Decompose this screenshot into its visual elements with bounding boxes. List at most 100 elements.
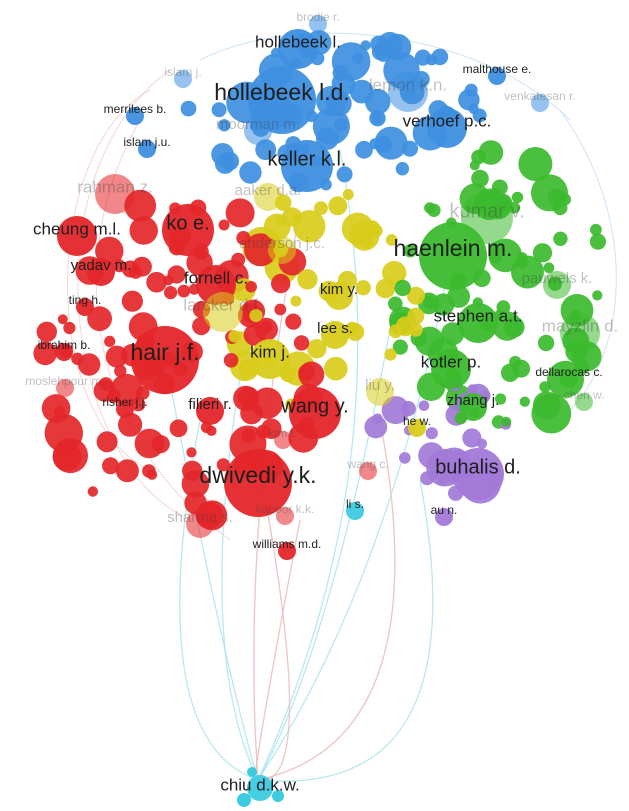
node-label-hollebeek-ld[interactable]: hollebeek l.d. bbox=[214, 79, 350, 105]
node-label-dellarocas[interactable]: dellarocas c. bbox=[535, 365, 602, 379]
node-label-buhalis[interactable]: buhalis d. bbox=[435, 456, 521, 478]
node-bubble-brodie[interactable] bbox=[309, 15, 327, 33]
node-bubble-chen-w[interactable] bbox=[575, 393, 593, 411]
node-bubble-ko[interactable] bbox=[162, 204, 214, 256]
node-label-lemon[interactable]: lemon k.n. bbox=[369, 75, 447, 94]
node-bubble-hair[interactable] bbox=[131, 326, 199, 394]
node-bubble-islam-j[interactable] bbox=[174, 70, 192, 88]
node-label-rahman[interactable]: rahman z. bbox=[77, 177, 153, 196]
node-bubble-filieri[interactable] bbox=[196, 397, 224, 425]
node-label-kapoor[interactable]: kapoor k.k. bbox=[256, 502, 315, 516]
node-bubble-larcker[interactable] bbox=[203, 292, 243, 332]
node-bubble-moslehpour[interactable] bbox=[56, 379, 74, 397]
node-label-chiu[interactable]: chiu d.k.w. bbox=[220, 775, 299, 794]
node-label-verhoef[interactable]: verhoef p.c. bbox=[403, 111, 492, 130]
node-bubble-haenlein[interactable] bbox=[419, 222, 487, 290]
node-bubble-kim-j[interactable] bbox=[250, 339, 290, 379]
node-label-larcker[interactable]: larcker d.f. bbox=[183, 295, 262, 314]
node-label-lee-s[interactable]: lee s. bbox=[317, 320, 353, 337]
node-bubble-wang-c[interactable] bbox=[359, 462, 377, 480]
node-bubble-hollebeek-l[interactable] bbox=[278, 29, 318, 69]
node-bubble-wang-y[interactable] bbox=[289, 387, 341, 439]
node-bubble-ibrahim[interactable] bbox=[55, 343, 73, 361]
node-bubble-anderson[interactable] bbox=[268, 236, 296, 264]
node-bubble-dellarocas[interactable] bbox=[560, 370, 578, 388]
node-label-kim-t[interactable]: kim t. bbox=[269, 426, 298, 440]
node-label-brodie[interactable]: brodie r. bbox=[296, 10, 339, 24]
node-label-venkatesan[interactable]: venkatesan r. bbox=[504, 89, 575, 103]
node-label-hollebeek-l[interactable]: hollebeek l. bbox=[255, 32, 341, 51]
node-label-chen-w[interactable]: chen w. bbox=[564, 388, 605, 402]
node-label-haenlein[interactable]: haenlein m. bbox=[394, 235, 513, 261]
node-label-aaker[interactable]: aaker d.a. bbox=[235, 182, 302, 199]
node-bubble-zhang-j[interactable] bbox=[459, 393, 487, 421]
node-bubble-verhoef[interactable] bbox=[427, 108, 467, 148]
node-label-malthouse[interactable]: malthouse e. bbox=[463, 62, 532, 76]
node-label-kim-y[interactable]: kim y. bbox=[320, 281, 358, 298]
node-bubble-kotler[interactable] bbox=[431, 349, 471, 389]
node-bubble-merrilees[interactable] bbox=[126, 107, 144, 125]
node-bubble-li-s[interactable] bbox=[346, 502, 364, 520]
node-label-yadav[interactable]: yadav m. bbox=[71, 257, 132, 274]
node-bubble-he-w[interactable] bbox=[408, 419, 426, 437]
node-bubble-rahman[interactable] bbox=[95, 174, 135, 214]
node-bubble-islam-ju[interactable] bbox=[138, 140, 156, 158]
node-label-wang-y[interactable]: wang y. bbox=[280, 395, 348, 417]
node-label-islam-j[interactable]: islam j. bbox=[164, 65, 201, 79]
node-label-keller[interactable]: keller k.l. bbox=[268, 148, 347, 170]
node-bubble-venkatesan[interactable] bbox=[531, 94, 549, 112]
node-bubble-malthouse[interactable] bbox=[488, 67, 506, 85]
node-label-hair[interactable]: hair j.f. bbox=[130, 339, 199, 365]
node-bubble-kapoor[interactable] bbox=[276, 507, 294, 525]
node-label-wang-c[interactable]: wang c. bbox=[346, 457, 388, 471]
node-label-dwivedi[interactable]: dwivedi y.k. bbox=[199, 462, 316, 488]
node-bubble-moorman[interactable] bbox=[244, 117, 272, 145]
node-bubble-lee-s[interactable] bbox=[321, 321, 349, 349]
node-label-mayzlin[interactable]: mayzlin d. bbox=[542, 316, 619, 335]
node-bubble-kim-y[interactable] bbox=[325, 282, 353, 310]
node-label-ting[interactable]: ting h. bbox=[69, 293, 102, 307]
node-bubble-liu-y[interactable] bbox=[366, 378, 394, 406]
node-bubble-buhalis[interactable] bbox=[452, 448, 504, 500]
node-label-zhang-j[interactable]: zhang j. bbox=[447, 392, 500, 409]
node-label-fornell[interactable]: fornell c. bbox=[184, 268, 248, 287]
node-label-cheung[interactable]: cheung m.l. bbox=[33, 219, 121, 238]
node-bubble-ting[interactable] bbox=[76, 298, 94, 316]
node-bubble-hollebeek-ld[interactable] bbox=[248, 66, 316, 134]
node-label-he-w[interactable]: he w. bbox=[403, 414, 431, 428]
node-bubble-mayzlin[interactable] bbox=[560, 313, 600, 353]
node-bubble-yadav[interactable] bbox=[87, 258, 115, 286]
node-label-li-s[interactable]: li s. bbox=[346, 497, 364, 511]
node-label-ko[interactable]: ko e. bbox=[166, 212, 209, 234]
node-label-kotler[interactable]: kotler p. bbox=[421, 352, 481, 371]
node-label-kumar[interactable]: kumar v. bbox=[449, 200, 524, 222]
node-bubble-stephen[interactable] bbox=[458, 303, 498, 343]
node-bubble-lemon[interactable] bbox=[388, 72, 428, 112]
node-bubble-kim-t[interactable] bbox=[274, 431, 292, 449]
node-bubble-risher[interactable] bbox=[116, 400, 134, 418]
node-label-williams[interactable]: williams m.d. bbox=[252, 537, 322, 551]
node-label-stephen[interactable]: stephen a.t. bbox=[434, 306, 523, 325]
node-bubble-au[interactable] bbox=[435, 508, 453, 526]
node-label-au[interactable]: au n. bbox=[431, 503, 458, 517]
node-bubble-cheung[interactable] bbox=[57, 216, 97, 256]
node-bubble-keller[interactable] bbox=[281, 140, 333, 192]
node-label-islam-ju[interactable]: islam j.u. bbox=[123, 135, 170, 149]
node-label-filieri[interactable]: filieri r. bbox=[188, 396, 231, 413]
node-label-sharma[interactable]: sharma s. bbox=[167, 509, 233, 526]
node-label-kim-j[interactable]: kim j. bbox=[250, 342, 290, 361]
node-label-moslehpour[interactable]: moslehpour m. bbox=[25, 374, 104, 388]
node-bubble-williams[interactable] bbox=[278, 542, 296, 560]
node-label-merrilees[interactable]: merrilees b. bbox=[104, 102, 167, 116]
node-bubble-chiu[interactable] bbox=[247, 775, 273, 801]
node-label-risher[interactable]: risher j.j. bbox=[102, 395, 147, 409]
node-label-moorman[interactable]: moorman m. bbox=[216, 116, 300, 133]
node-label-pauwels[interactable]: pauwels k. bbox=[522, 270, 593, 287]
node-label-ibrahim[interactable]: ibrahim b. bbox=[38, 338, 91, 352]
node-label-liu-y[interactable]: liu y. bbox=[365, 377, 395, 394]
node-bubble-pauwels[interactable] bbox=[543, 271, 571, 299]
node-bubble-dwivedi[interactable] bbox=[224, 449, 292, 517]
node-bubble-sharma[interactable] bbox=[186, 510, 214, 538]
node-bubble-aaker[interactable] bbox=[254, 183, 282, 211]
node-label-anderson[interactable]: anderson j.c. bbox=[239, 235, 325, 252]
